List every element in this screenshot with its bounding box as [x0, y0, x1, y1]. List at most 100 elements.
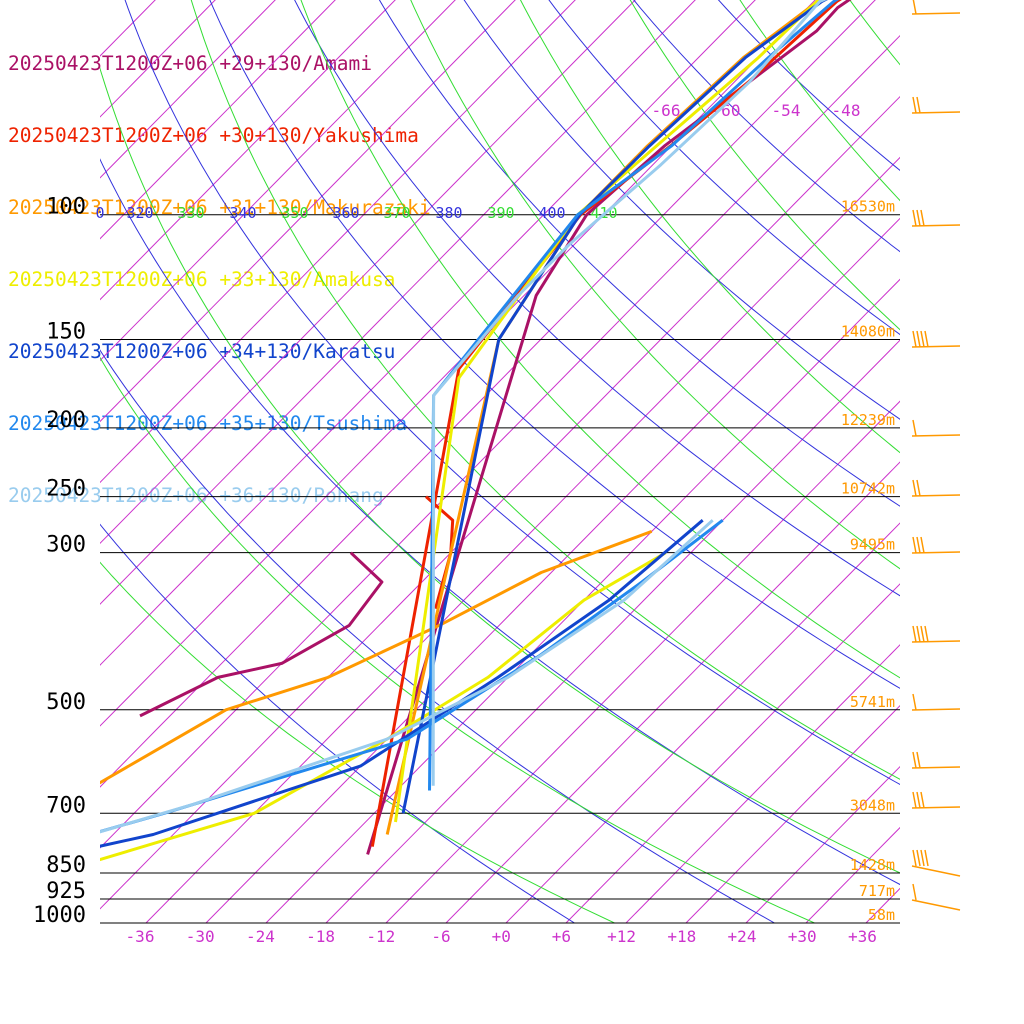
dry-adiabat-label: 380 — [435, 204, 462, 222]
series-dewpoint-line — [100, 519, 724, 834]
pressure-tick-label: 700 — [46, 793, 86, 818]
series-dewpoint-line — [100, 529, 653, 785]
height-label: 9495m — [850, 536, 895, 554]
moist-adiabat-line — [190, 0, 900, 780]
isotherm-line — [445, 461, 900, 923]
wind-barb — [911, 791, 961, 809]
pressure-tick-label: 150 — [46, 319, 86, 344]
wind-barb — [911, 209, 961, 227]
isotherm-line — [565, 583, 900, 923]
series-dewpoint-line — [139, 551, 384, 718]
moist-adiabat-line — [300, 0, 900, 679]
height-label: 717m — [859, 882, 895, 900]
series-temperature-line — [401, 0, 828, 814]
moist-adiabat-line — [100, 561, 615, 923]
moist-adiabat-line — [739, 0, 900, 202]
pressure-tick-label: 100 — [46, 195, 86, 220]
temperature-tick-label: +30 — [788, 927, 817, 946]
isobars — [100, 214, 900, 924]
isotherm-line — [205, 217, 900, 923]
isotherm-line — [100, 0, 396, 301]
dry-adiabat-line — [124, 0, 900, 786]
isotherm-line — [100, 34, 900, 849]
isotherm-line — [100, 0, 456, 362]
temperature-tick-label: -30 — [186, 927, 215, 946]
pressure-tick-label: 300 — [46, 533, 86, 558]
wind-barb — [911, 751, 961, 769]
height-label: 10742m — [841, 480, 895, 498]
isotherm-line — [100, 0, 756, 666]
isotherm-line — [865, 887, 900, 923]
temperature-tick-label: +6 — [552, 927, 571, 946]
isotherm-line — [100, 95, 900, 910]
isotherm-line — [100, 0, 336, 240]
isotherm-line — [505, 522, 900, 923]
isotherm-line — [986, 0, 1024, 923]
moist-adiabat-label: 390 — [487, 204, 514, 222]
dry-adiabat-line — [100, 158, 900, 886]
temperature-tick-label: +18 — [667, 927, 696, 946]
isotherm-line — [100, 0, 816, 727]
height-label: 3048m — [850, 796, 895, 814]
dry-adiabat-label: 320 — [126, 204, 153, 222]
wind-barb — [911, 883, 961, 911]
isotherm-line — [100, 0, 516, 423]
isotherm-line — [100, 0, 696, 605]
temperature-tick-label: -12 — [366, 927, 395, 946]
wind-barbs — [911, 0, 961, 911]
isotherm-label: -66 — [652, 101, 681, 120]
isotherm-line — [325, 339, 900, 923]
legend-entry-yakushima: 20250423T1200Z+06 +30+130/Yakushima — [8, 124, 419, 147]
series-temperature-line — [370, 0, 842, 847]
legend-entry-karatsu: 20250423T1200Z+06 +34+130/Karatsu — [8, 340, 396, 363]
dry-adiabat-line — [717, 0, 900, 172]
legend-entry-amakusa: 20250423T1200Z+06 +33+130/Amakusa — [8, 268, 396, 291]
dry-adiabat-line — [209, 0, 900, 689]
legend-entry-tsushima: 20250423T1200Z+06 +35+130/Tsushima — [8, 412, 408, 435]
isotherm-line — [745, 765, 900, 923]
series-temperature-line — [394, 0, 823, 823]
height-label: 14080m — [841, 322, 895, 340]
moist-adiabat-line — [100, 356, 815, 923]
dry-adiabat-line — [294, 0, 900, 597]
temperature-tick-label: -6 — [431, 927, 450, 946]
moist-adiabat-line — [629, 0, 900, 331]
temperature-tick-label: +0 — [492, 927, 511, 946]
wind-barb — [911, 849, 961, 877]
pressure-tick-label: 250 — [46, 477, 86, 502]
isotherm-line — [385, 400, 900, 923]
legend: 20250423T1200Z+06 +29+130/Amami 20250423… — [8, 4, 431, 532]
temperature-tick-label: +12 — [607, 927, 636, 946]
height-label: 12239m — [841, 411, 895, 429]
isotherm-line — [625, 644, 900, 923]
series-dewpoint-line — [100, 519, 704, 848]
isotherm-line — [100, 0, 276, 179]
pressure-tick-label: 500 — [46, 690, 86, 715]
moist-adiabat-line — [660, 0, 1024, 923]
moist-adiabat-label: 370 — [383, 204, 410, 222]
series-temperature-line — [366, 0, 852, 855]
temperature-tick-label: +36 — [848, 927, 877, 946]
moist-adiabat-label: 350 — [281, 204, 308, 222]
wind-barb — [911, 96, 961, 114]
height-label: 5741m — [850, 693, 895, 711]
isotherm-line — [685, 705, 900, 923]
temperature-tick-label: +24 — [728, 927, 757, 946]
height-label: 1428m — [850, 856, 895, 874]
pressure-tick-label: 200 — [46, 408, 86, 433]
dry-adiabat-label: 340 — [229, 204, 256, 222]
moist-adiabat-line — [519, 0, 900, 454]
isotherm-line — [805, 826, 900, 923]
moist-adiabat-label: 330 — [177, 204, 204, 222]
sounding-series — [100, 0, 852, 862]
dry-adiabat-label: 360 — [332, 204, 359, 222]
isotherm-line — [0, 0, 662, 923]
axis-labels: 100 16530m 150 14080m 200 12239m 250 10742m 300 9… — [33, 101, 895, 946]
pressure-tick-label: 850 — [46, 853, 86, 878]
series-dewpoint-line — [100, 551, 667, 862]
pressure-tick-label: 1000 — [33, 903, 86, 928]
dry-adiabat-label: 400 — [538, 204, 565, 222]
dry-adiabat-line — [100, 523, 575, 923]
legend-entry-makurazaki: 20250423T1200Z+06 +31+130/Makurazaki — [8, 196, 431, 219]
